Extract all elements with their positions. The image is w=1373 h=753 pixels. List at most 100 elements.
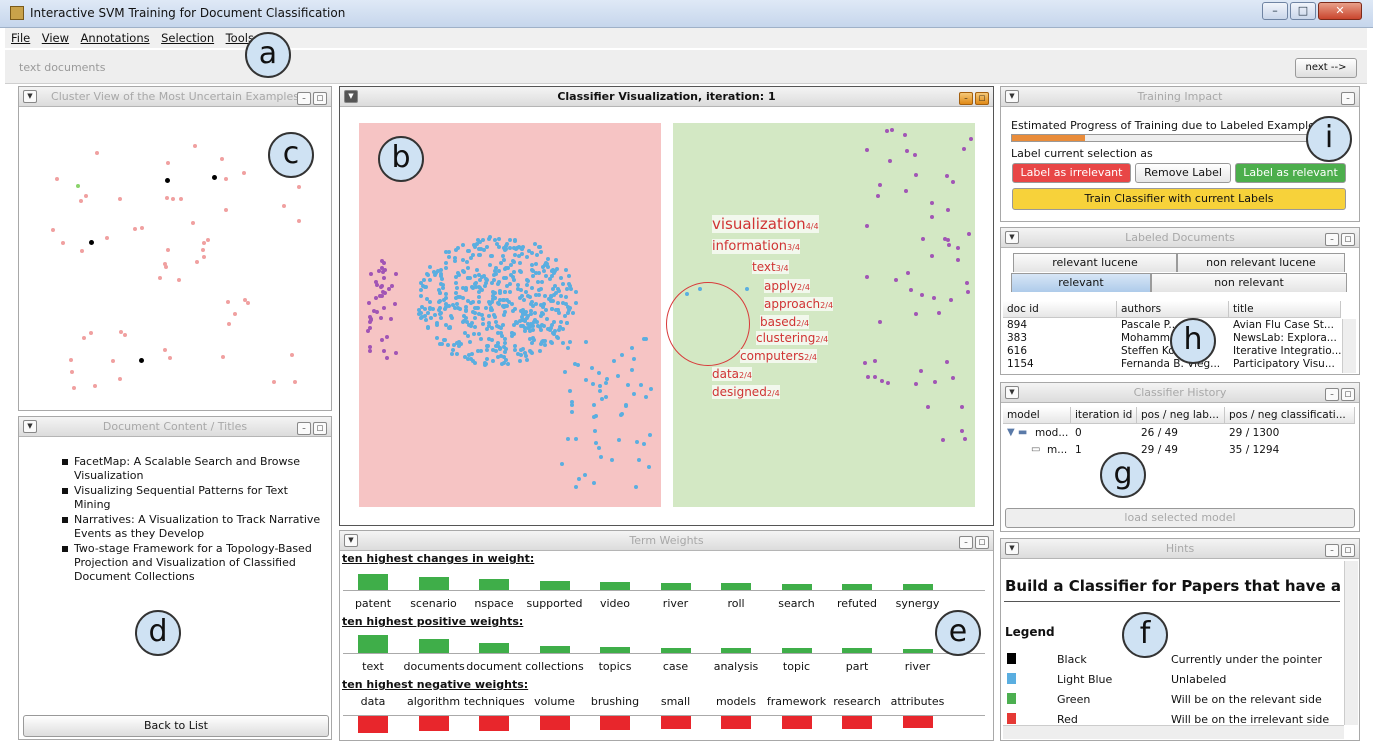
unlabeled-point[interactable] [469,301,474,306]
column-header[interactable]: iteration id [1071,407,1137,424]
unlabeled-point[interactable] [496,236,501,241]
unlabeled-point[interactable] [502,304,507,308]
unlabeled-point[interactable] [535,253,540,258]
unlabeled-point[interactable] [476,348,481,353]
relevant-point[interactable] [380,265,385,270]
unlabeled-point[interactable] [511,246,516,251]
unlabeled-point[interactable] [463,308,468,313]
unlabeled-point[interactable] [528,309,533,314]
unlabeled-point[interactable] [591,402,596,407]
unlabeled-point[interactable] [465,298,470,303]
unlabeled-point[interactable] [528,312,533,317]
relevant-point[interactable] [906,271,911,276]
unlabeled-point[interactable] [470,321,475,326]
unlabeled-point[interactable] [476,252,481,257]
unlabeled-point[interactable] [490,280,495,285]
relevant-point[interactable] [389,316,394,321]
unlabeled-point[interactable] [479,348,484,353]
relevant-point[interactable] [946,237,951,242]
relevant-point[interactable] [379,315,384,320]
unlabeled-point[interactable] [524,283,529,288]
unlabeled-point[interactable] [625,383,630,388]
unlabeled-point[interactable] [513,253,518,258]
relevant-point[interactable] [367,315,372,320]
unlabeled-point[interactable] [524,310,529,315]
horizontal-scrollbar[interactable] [1003,725,1344,739]
cluster-point[interactable] [201,248,206,253]
unlabeled-point[interactable] [576,476,581,481]
column-header[interactable]: pos / neg lab... [1137,407,1225,424]
column-header[interactable]: doc id [1003,301,1117,318]
unlabeled-point[interactable] [477,312,482,317]
unlabeled-point[interactable] [481,322,486,327]
cluster-point[interactable] [50,227,55,232]
unlabeled-point[interactable] [446,343,451,348]
cluster-point[interactable] [282,204,287,209]
unlabeled-point[interactable] [619,412,624,417]
vertical-scrollbar[interactable] [1342,319,1356,373]
unlabeled-point[interactable] [466,322,471,327]
unlabeled-point[interactable] [570,403,575,408]
relevant-point[interactable] [392,301,397,306]
unlabeled-point[interactable] [619,353,624,358]
unlabeled-point[interactable] [526,293,531,298]
cluster-point[interactable] [242,170,247,175]
unlabeled-point[interactable] [462,355,467,360]
unlabeled-point[interactable] [472,316,477,321]
column-header[interactable]: title [1229,301,1341,318]
next-button[interactable]: next --> [1295,58,1357,78]
unlabeled-point[interactable] [467,353,472,358]
unlabeled-point[interactable] [562,370,567,375]
relevant-point[interactable] [945,174,950,179]
unlabeled-point[interactable] [484,348,489,353]
table-cell[interactable]: Pascale P... [1121,319,1179,331]
unlabeled-point[interactable] [443,322,448,327]
unlabeled-point[interactable] [544,317,549,322]
unlabeled-point[interactable] [418,280,423,285]
label-irrelevant-button[interactable]: Label as irrelevant [1012,163,1131,183]
relevant-point[interactable] [940,438,945,443]
table-cell[interactable]: 383 [1007,332,1028,344]
cluster-point[interactable] [293,380,298,385]
unlabeled-point[interactable] [521,324,526,329]
unlabeled-point[interactable] [439,268,444,273]
unlabeled-point[interactable] [513,307,518,312]
relevant-point[interactable] [931,295,936,300]
relevant-point[interactable] [965,280,970,285]
unlabeled-point[interactable] [461,268,466,273]
relevant-point[interactable] [365,329,370,334]
unlabeled-point[interactable] [490,253,495,258]
unlabeled-point[interactable] [457,344,462,349]
unlabeled-point[interactable] [466,276,470,281]
unlabeled-point[interactable] [460,242,465,247]
unlabeled-point[interactable] [530,327,535,332]
cluster-point[interactable] [178,196,183,201]
unlabeled-point[interactable] [495,344,500,349]
relevant-point[interactable] [926,405,931,410]
cluster-point[interactable] [297,185,302,190]
unlabeled-point[interactable] [450,348,455,353]
unlabeled-point[interactable] [512,323,517,328]
unlabeled-point[interactable] [475,238,480,243]
relevant-point[interactable] [943,237,948,242]
unlabeled-point[interactable] [472,361,477,366]
unlabeled-point[interactable] [502,350,507,355]
unlabeled-point[interactable] [557,328,561,333]
unlabeled-point[interactable] [442,307,447,312]
table-cell[interactable]: 29 / 49 [1141,444,1178,456]
unlabeled-point[interactable] [501,323,506,328]
relevant-point[interactable] [385,355,390,360]
unlabeled-point[interactable] [521,311,526,316]
relevant-point[interactable] [381,290,386,295]
unlabeled-point[interactable] [518,270,523,275]
unlabeled-point[interactable] [468,339,473,344]
relevant-point[interactable] [903,188,908,193]
unlabeled-point[interactable] [547,296,552,301]
cluster-point[interactable] [69,369,74,374]
unlabeled-point[interactable] [547,277,552,282]
unlabeled-point[interactable] [543,293,548,298]
unlabeled-point[interactable] [521,347,526,352]
unlabeled-point[interactable] [548,339,553,344]
unlabeled-point[interactable] [567,307,572,312]
unlabeled-point[interactable] [603,381,608,386]
